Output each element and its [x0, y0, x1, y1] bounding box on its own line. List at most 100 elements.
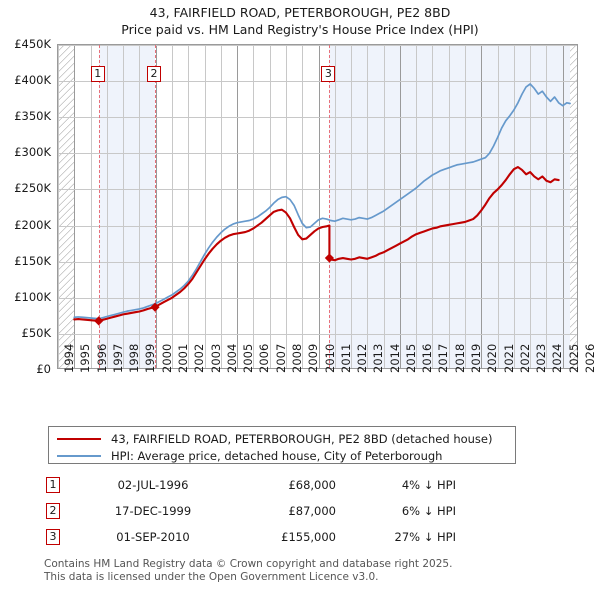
transaction-price: £68,000: [288, 478, 336, 492]
gridline-vertical: [416, 45, 417, 368]
gridline-vertical: [302, 45, 303, 368]
event-number-box-3: 3: [321, 66, 336, 82]
event-marker-line-3: [329, 45, 331, 368]
legend-item: 43, FAIRFIELD ROAD, PETERBOROUGH, PE2 8B…: [49, 430, 515, 448]
gridline-horizontal: [58, 334, 577, 335]
transactions-table: 1 02-JUL-1996 £68,000 4% ↓ HPI 2 17-DEC-1999 £…: [46, 474, 466, 552]
transaction-point-marker: [150, 302, 160, 312]
gridline-vertical: [514, 45, 515, 368]
legend-label: HPI: Average price, detached house, City…: [111, 449, 443, 463]
x-tick-label: 2004: [224, 343, 239, 373]
x-tick-label: 2014: [387, 343, 402, 373]
x-tick-label: 1999: [143, 343, 158, 373]
x-tick-label: 1997: [110, 343, 125, 373]
legend-color-swatch: [57, 438, 101, 440]
gridline-horizontal: [58, 226, 577, 227]
gridline-vertical: [563, 45, 564, 368]
gridline-vertical: [530, 45, 531, 368]
series-lines: [73, 83, 571, 326]
y-tick-label: £250K: [14, 181, 51, 196]
x-tick-label: 2025: [566, 343, 581, 373]
gridline-vertical: [400, 45, 401, 368]
footer-line-2: This data is licensed under the Open Gov…: [44, 570, 379, 583]
x-tick-label: 1995: [78, 343, 93, 373]
gridline-horizontal: [58, 117, 577, 118]
transaction-price: £155,000: [281, 530, 336, 544]
x-tick-label: 2005: [241, 343, 256, 373]
gridline-horizontal: [58, 45, 577, 46]
gridline-vertical: [498, 45, 499, 368]
legend-label: 43, FAIRFIELD ROAD, PETERBOROUGH, PE2 8B…: [111, 432, 493, 446]
title-line-2: Price paid vs. HM Land Registry's House …: [121, 22, 479, 37]
gridline-vertical: [221, 45, 222, 368]
transaction-date: 02-JUL-1996: [117, 478, 189, 492]
gridline-horizontal: [58, 298, 577, 299]
page-title: 43, FAIRFIELD ROAD, PETERBOROUGH, PE2 8B…: [0, 4, 600, 38]
legend-color-swatch: [57, 455, 101, 457]
x-tick-label: 2020: [485, 343, 500, 373]
x-tick-label: 2002: [192, 343, 207, 373]
transaction-date: 17-DEC-1999: [114, 504, 192, 518]
gridline-vertical: [481, 45, 482, 368]
transaction-number-badge: 1: [46, 477, 60, 493]
x-tick-label: 1996: [94, 343, 109, 373]
x-tick-label: 2003: [208, 343, 223, 373]
series-line: [73, 166, 560, 322]
x-tick-label: 1998: [127, 343, 142, 373]
gridline-vertical: [123, 45, 124, 368]
x-tick-label: 2010: [322, 343, 337, 373]
chart-legend: 43, FAIRFIELD ROAD, PETERBOROUGH, PE2 8B…: [48, 426, 516, 464]
x-tick-label: 2022: [517, 343, 532, 373]
legend-item: HPI: Average price, detached house, City…: [49, 447, 515, 465]
footer-line-1: Contains HM Land Registry data © Crown c…: [44, 558, 453, 570]
event-number-box-2: 2: [147, 66, 162, 82]
table-row: 1 02-JUL-1996 £68,000 4% ↓ HPI: [46, 474, 466, 500]
x-tick-label: 2007: [273, 343, 288, 373]
gridline-vertical: [335, 45, 336, 368]
highlight-band: [329, 45, 577, 368]
transaction-point-marker: [94, 316, 104, 326]
x-tick-label: 2018: [452, 343, 467, 373]
x-tick-label: 2000: [159, 343, 174, 373]
gridline-vertical: [465, 45, 466, 368]
gridline-vertical: [319, 45, 320, 368]
gridline-vertical: [107, 45, 108, 368]
gridline-horizontal: [58, 81, 577, 82]
x-tick-label: 2008: [289, 343, 304, 373]
x-tick-label: 2009: [306, 343, 321, 373]
transaction-price: £87,000: [288, 504, 336, 518]
gridline-vertical: [449, 45, 450, 368]
chart-plot-area: [57, 44, 578, 369]
x-tick-label: 2016: [420, 343, 435, 373]
x-tick-label: 2023: [534, 343, 549, 373]
series-line: [73, 83, 571, 320]
y-tick-label: £450K: [14, 37, 51, 51]
gridline-vertical: [546, 45, 547, 368]
gridline-vertical: [91, 45, 92, 368]
event-marker-line-1: [98, 45, 100, 368]
y-tick-label: £50K: [21, 325, 52, 340]
x-tick-label: 2026: [583, 343, 597, 373]
transaction-date: 01-SEP-2010: [116, 530, 190, 544]
gridline-vertical: [74, 45, 75, 368]
gridline-horizontal: [58, 262, 577, 263]
y-tick-label: £200K: [14, 217, 51, 232]
title-line-1: 43, FAIRFIELD ROAD, PETERBOROUGH, PE2 8B…: [149, 5, 451, 20]
x-tick-label: 2021: [501, 343, 516, 373]
gridline-vertical: [58, 45, 59, 368]
gridline-vertical: [139, 45, 140, 368]
x-tick-label: 2006: [257, 343, 272, 373]
y-tick-label: £100K: [14, 289, 51, 304]
gridline-vertical: [237, 45, 238, 368]
x-tick-label: 2012: [355, 343, 370, 373]
x-tick-label: 2011: [338, 343, 353, 373]
x-tick-label: 2001: [175, 343, 190, 373]
gridline-vertical: [286, 45, 287, 368]
table-row: 2 17-DEC-1999 £87,000 6% ↓ HPI: [46, 500, 466, 526]
event-number-box-1: 1: [90, 66, 105, 82]
transaction-hpi-delta: 4% ↓ HPI: [401, 478, 456, 492]
gridline-vertical: [432, 45, 433, 368]
gridline-vertical: [351, 45, 352, 368]
gridline-vertical: [156, 45, 157, 368]
y-tick-label: £0: [36, 362, 51, 376]
